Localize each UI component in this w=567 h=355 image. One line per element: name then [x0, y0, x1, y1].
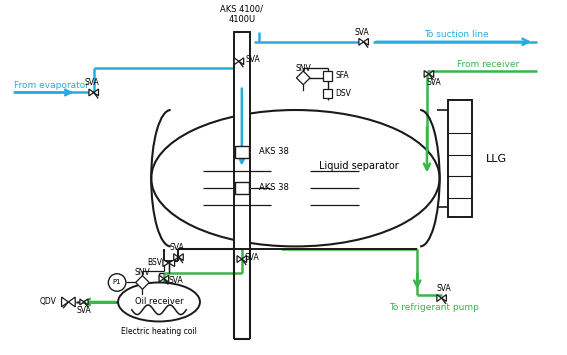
Text: From receiver: From receiver — [457, 60, 519, 69]
Text: To refrigerant pump: To refrigerant pump — [389, 303, 479, 312]
Bar — [235, 146, 249, 158]
Circle shape — [108, 274, 126, 291]
Polygon shape — [363, 38, 369, 45]
Polygon shape — [89, 89, 94, 96]
Text: Liquid separator: Liquid separator — [319, 160, 399, 170]
Text: SVA: SVA — [354, 28, 369, 37]
Polygon shape — [442, 295, 446, 301]
Polygon shape — [84, 299, 88, 305]
Polygon shape — [237, 256, 242, 262]
Text: AKS 38: AKS 38 — [259, 184, 289, 192]
Text: SVA: SVA — [168, 276, 183, 285]
Text: LLG: LLG — [485, 154, 506, 164]
Text: SNV: SNV — [295, 64, 311, 73]
Text: P1: P1 — [113, 279, 121, 285]
Polygon shape — [62, 297, 69, 307]
Bar — [235, 182, 249, 194]
Text: SNV: SNV — [134, 268, 150, 277]
Polygon shape — [424, 71, 429, 77]
Polygon shape — [164, 275, 168, 282]
Text: AKS 4100/
4100U: AKS 4100/ 4100U — [221, 5, 263, 24]
Polygon shape — [297, 71, 310, 85]
Text: SFA: SFA — [335, 71, 349, 80]
Text: Electric heating coil: Electric heating coil — [121, 327, 197, 336]
Bar — [234, 32, 249, 249]
Text: SVA: SVA — [245, 55, 260, 64]
Polygon shape — [234, 58, 239, 65]
Polygon shape — [242, 256, 247, 262]
Text: SVA: SVA — [77, 306, 91, 315]
Text: SVA: SVA — [84, 78, 99, 87]
Text: From evaporator: From evaporator — [14, 81, 90, 90]
Text: SVA: SVA — [244, 253, 259, 262]
Text: SVA: SVA — [169, 243, 184, 252]
Polygon shape — [136, 276, 149, 289]
Text: To suction line: To suction line — [424, 29, 489, 38]
Polygon shape — [359, 38, 363, 45]
Polygon shape — [80, 299, 84, 305]
Text: AKS 38: AKS 38 — [259, 147, 289, 157]
Text: SVA: SVA — [426, 78, 441, 87]
Bar — [448, 100, 472, 217]
Polygon shape — [159, 275, 164, 282]
Polygon shape — [174, 254, 179, 261]
Text: SVA: SVA — [436, 284, 451, 293]
Bar — [323, 71, 332, 81]
Ellipse shape — [151, 110, 439, 246]
Polygon shape — [429, 71, 434, 77]
Polygon shape — [94, 89, 99, 96]
Polygon shape — [169, 260, 175, 267]
Polygon shape — [239, 58, 244, 65]
Polygon shape — [163, 260, 169, 267]
Polygon shape — [437, 295, 442, 301]
Text: BSV: BSV — [147, 258, 163, 267]
Polygon shape — [179, 254, 183, 261]
Text: QDV: QDV — [40, 297, 57, 306]
Bar — [323, 89, 332, 98]
Ellipse shape — [118, 283, 200, 322]
Text: Oil receiver: Oil receiver — [135, 297, 183, 306]
Text: DSV: DSV — [335, 89, 351, 98]
Polygon shape — [69, 297, 75, 307]
